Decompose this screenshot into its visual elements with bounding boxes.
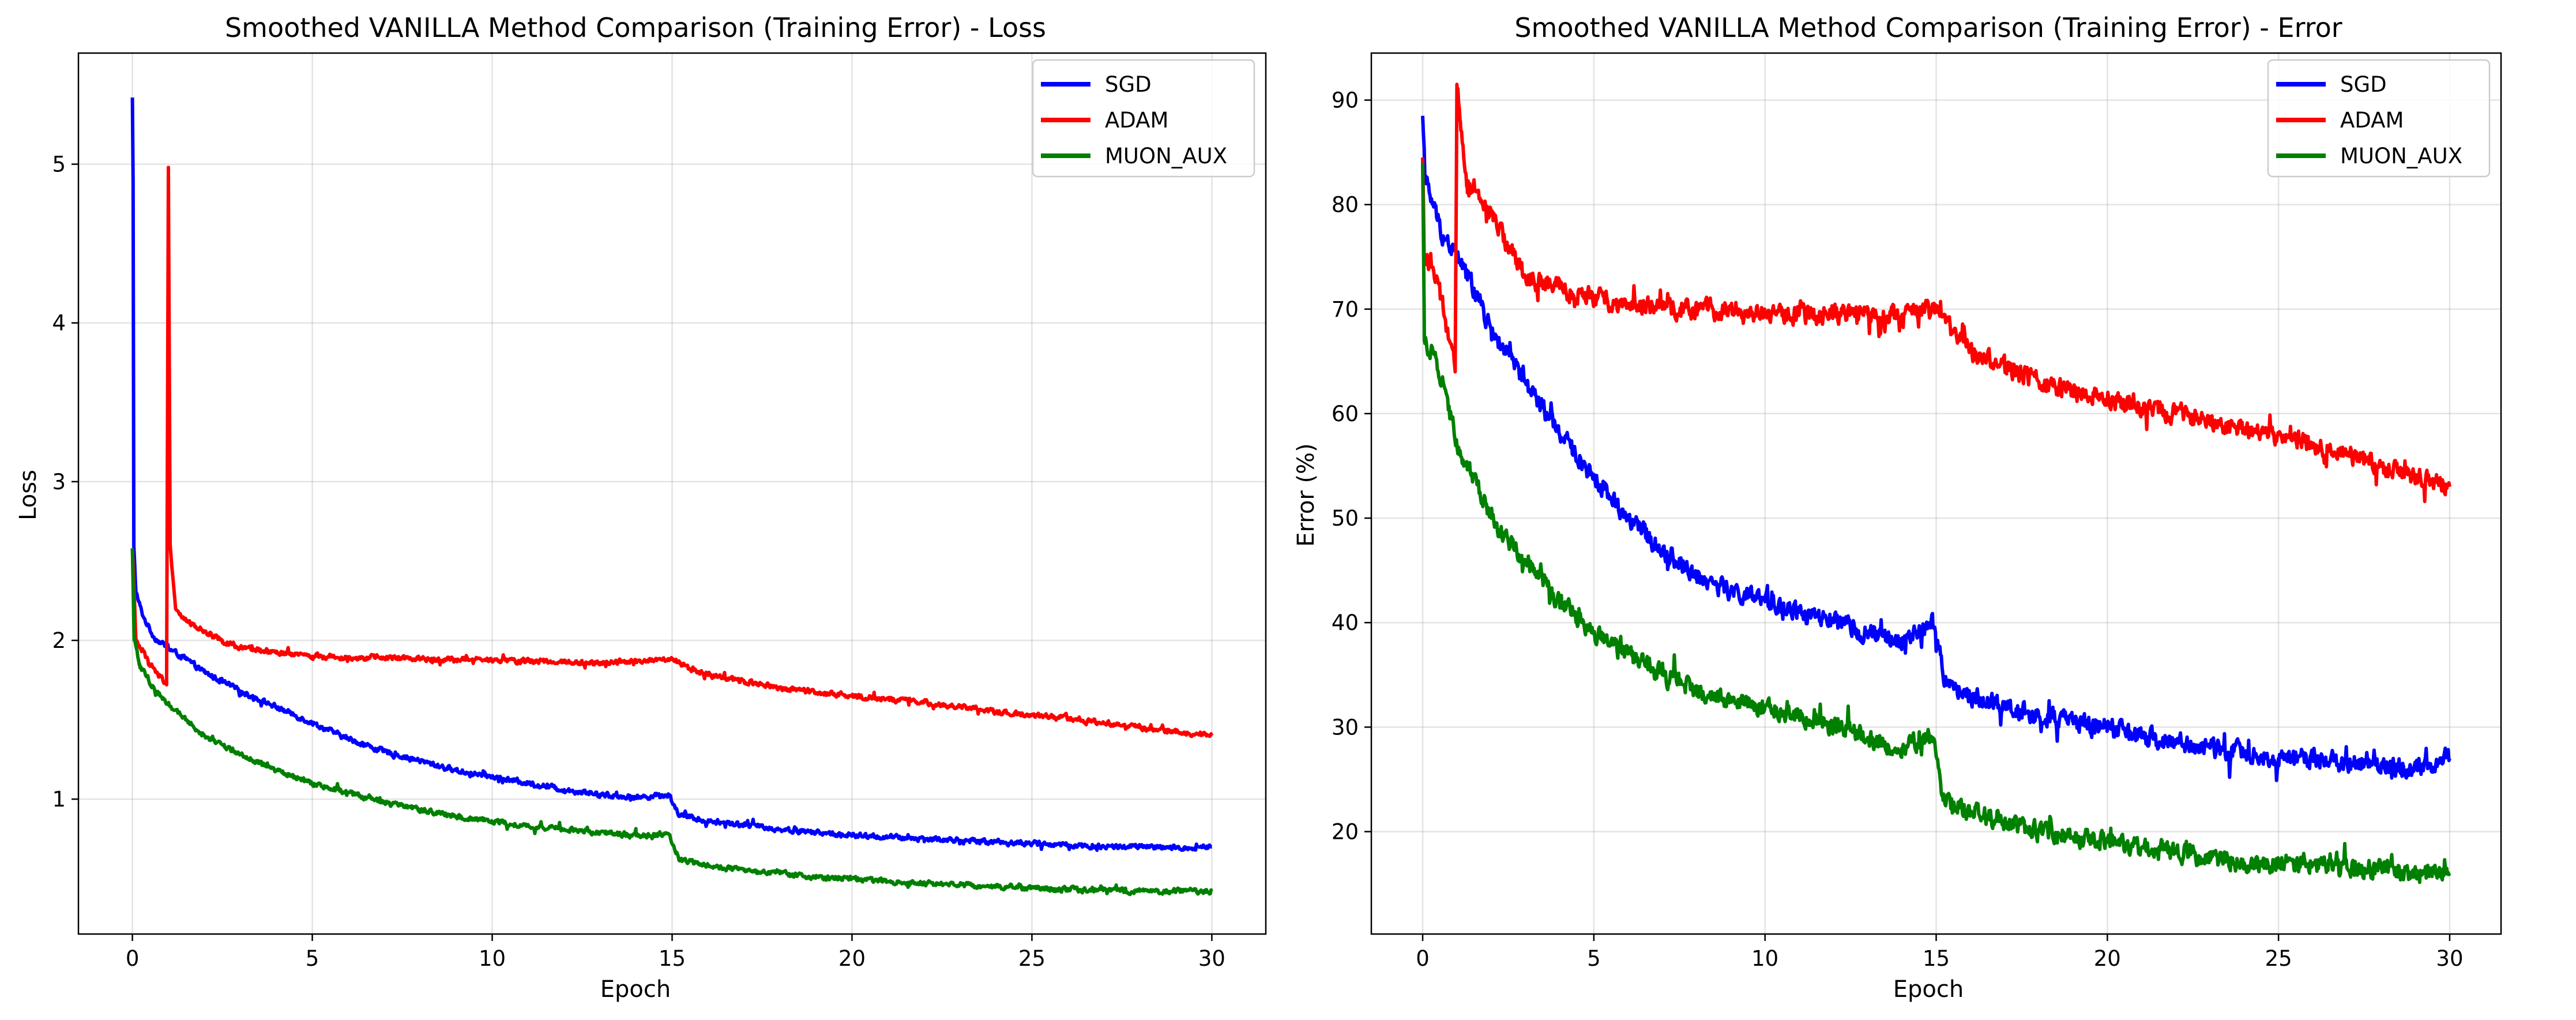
loss-x-tick-label: 5 [306, 946, 319, 971]
loss-y-tick-label: 1 [52, 787, 66, 812]
error-y-tick-label: 90 [1332, 88, 1359, 113]
error-x-tick-label: 10 [1751, 946, 1778, 971]
error-x-axis-label: Epoch [1893, 976, 1964, 1003]
error-series-group [1421, 82, 2451, 884]
loss-x-tick-label: 25 [1018, 946, 1046, 971]
error-legend-muon-aux-label: MUON_AUX [2340, 144, 2462, 168]
error-chart-panel: Smoothed VANILLA Method Comparison (Trai… [1293, 12, 2502, 1003]
error-y-tick-label: 20 [1332, 819, 1359, 844]
error-x-tick-label: 0 [1416, 946, 1430, 971]
loss-y-tick-label: 4 [52, 311, 66, 336]
error-x-tick-label: 30 [2436, 946, 2463, 971]
loss-legend-box [1032, 59, 1255, 178]
loss-y-tick-label: 5 [52, 152, 66, 177]
loss-legend: SGD ADAM MUON_AUX [1032, 59, 1255, 178]
loss-x-tick-label: 20 [838, 946, 866, 971]
loss-series-sgd-line [130, 97, 1213, 852]
loss-series-group [130, 97, 1214, 897]
loss-x-tick-label: 0 [126, 946, 140, 971]
error-y-axis-label: Error (%) [1293, 443, 1319, 546]
loss-x-axis-label: Epoch [600, 976, 671, 1003]
error-y-tick-label: 30 [1332, 715, 1359, 740]
error-y-tick-label: 80 [1332, 193, 1359, 217]
loss-y-tick-label: 2 [52, 628, 66, 653]
loss-series-muon-aux-line [130, 548, 1213, 897]
error-series-adam-line [1421, 82, 2451, 504]
loss-x-tick-label: 30 [1198, 946, 1225, 971]
error-legend-box [2267, 59, 2491, 178]
error-x-tick-label: 15 [1923, 946, 1950, 971]
loss-chart-panel: Smoothed VANILLA Method Comparison (Trai… [15, 12, 1267, 1003]
loss-y-axis-label: Loss [15, 470, 42, 520]
error-x-tick-label: 5 [1587, 946, 1601, 971]
loss-legend-muon-aux-label: MUON_AUX [1105, 144, 1227, 168]
loss-x-tick-label: 15 [659, 946, 686, 971]
error-legend-sgd-label: SGD [2340, 72, 2387, 97]
error-y-tick-label: 70 [1332, 297, 1359, 322]
loss-legend-adam-label: ADAM [1105, 108, 1168, 133]
error-x-tick-label: 20 [2094, 946, 2121, 971]
error-x-tick-label: 25 [2265, 946, 2292, 971]
loss-chart-title: Smoothed VANILLA Method Comparison (Trai… [225, 12, 1046, 43]
error-y-tick-label: 40 [1332, 610, 1359, 635]
error-legend: SGD ADAM MUON_AUX [2267, 59, 2491, 178]
loss-grid [78, 53, 1266, 934]
error-series-muon-aux-line [1421, 163, 2451, 884]
error-y-tick-label: 60 [1332, 402, 1359, 426]
loss-legend-sgd-label: SGD [1105, 72, 1152, 97]
error-series-sgd-line [1421, 115, 2451, 782]
loss-y-tick-label: 3 [52, 470, 66, 494]
loss-x-tick-label: 10 [479, 946, 506, 971]
error-y-tick-label: 50 [1332, 506, 1359, 531]
error-axis-ticks: 0 5 10 15 20 25 30 20 30 40 50 60 70 80 90 [1332, 88, 2464, 971]
loss-axis-ticks: 0 5 10 15 20 25 30 1 2 3 4 5 [52, 152, 1225, 971]
loss-series-adam-line [130, 166, 1214, 738]
error-chart-title: Smoothed VANILLA Method Comparison (Trai… [1514, 12, 2342, 43]
error-legend-adam-label: ADAM [2340, 108, 2404, 133]
error-grid [1371, 53, 2501, 934]
